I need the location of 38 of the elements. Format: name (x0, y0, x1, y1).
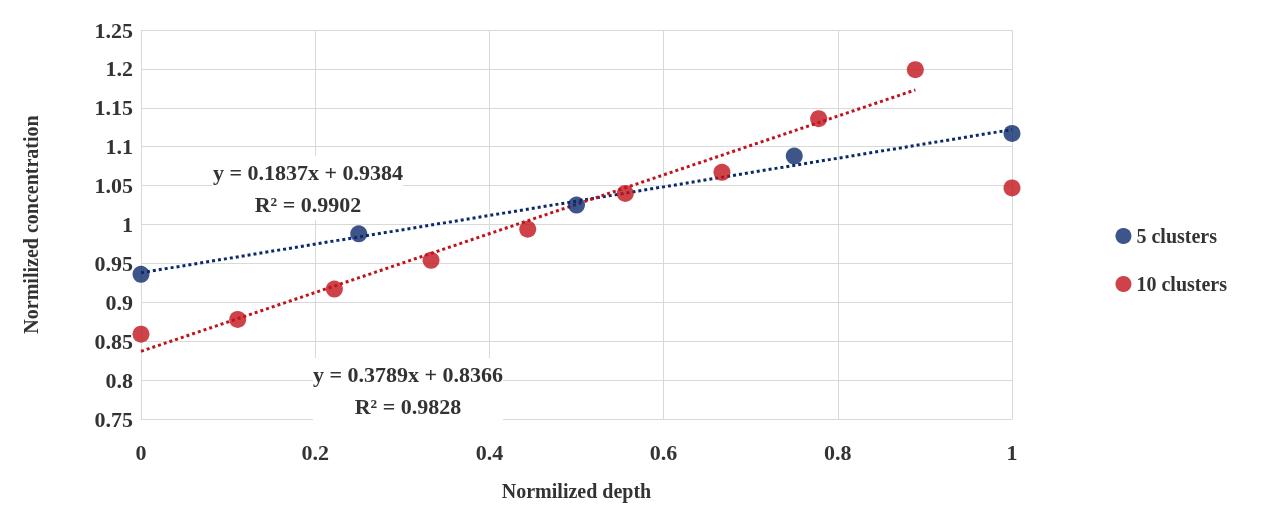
point (1003, 124, 1021, 142)
x-axis-title: Normilized depth (501, 480, 652, 503)
y-tick-label: 0.95 (94, 250, 133, 276)
legend-label: 10 clusters (1136, 273, 1228, 295)
point (906, 61, 924, 79)
point (132, 325, 150, 343)
annotation: y = 0.3789x + 0.8366 R² = 0.9828 (312, 361, 504, 419)
y-tick-label: 1.15 (94, 95, 133, 121)
y-tick-label: 1.1 (105, 134, 133, 160)
point (810, 110, 828, 128)
y-tick-label: 1.25 (94, 17, 133, 43)
y-tick-label: 1.2 (105, 56, 133, 82)
point (350, 225, 368, 243)
point (713, 163, 731, 181)
point (325, 280, 343, 298)
x-tick-label: 1 (1006, 439, 1018, 465)
point (132, 265, 150, 283)
point (422, 251, 440, 269)
y-tick-label: 1 (122, 212, 133, 237)
x-tick-label: 0.8 (824, 439, 852, 465)
point (568, 196, 585, 214)
point (519, 220, 537, 238)
y-axis-title: Normilized concentration (20, 115, 42, 334)
annotation: y = 0.1837x + 0.9384 R² = 0.9902 (212, 159, 404, 217)
x-tick-label: 0 (135, 439, 147, 465)
y-tick-label: 0.75 (94, 406, 133, 432)
y-tick-label: 0.9 (105, 289, 133, 315)
point (616, 184, 634, 202)
y-tick-label: 0.8 (105, 367, 133, 393)
point (1003, 179, 1021, 197)
point (229, 310, 247, 328)
point (785, 147, 803, 165)
x-tick-label: 0.2 (301, 439, 329, 465)
y-tick-label: 0.85 (94, 328, 133, 354)
legend-label: 5 clusters (1136, 225, 1218, 247)
x-tick-label: 0.6 (649, 439, 678, 465)
y-tick-label: 1.05 (94, 173, 133, 199)
x-tick-label: 0.4 (475, 439, 504, 465)
